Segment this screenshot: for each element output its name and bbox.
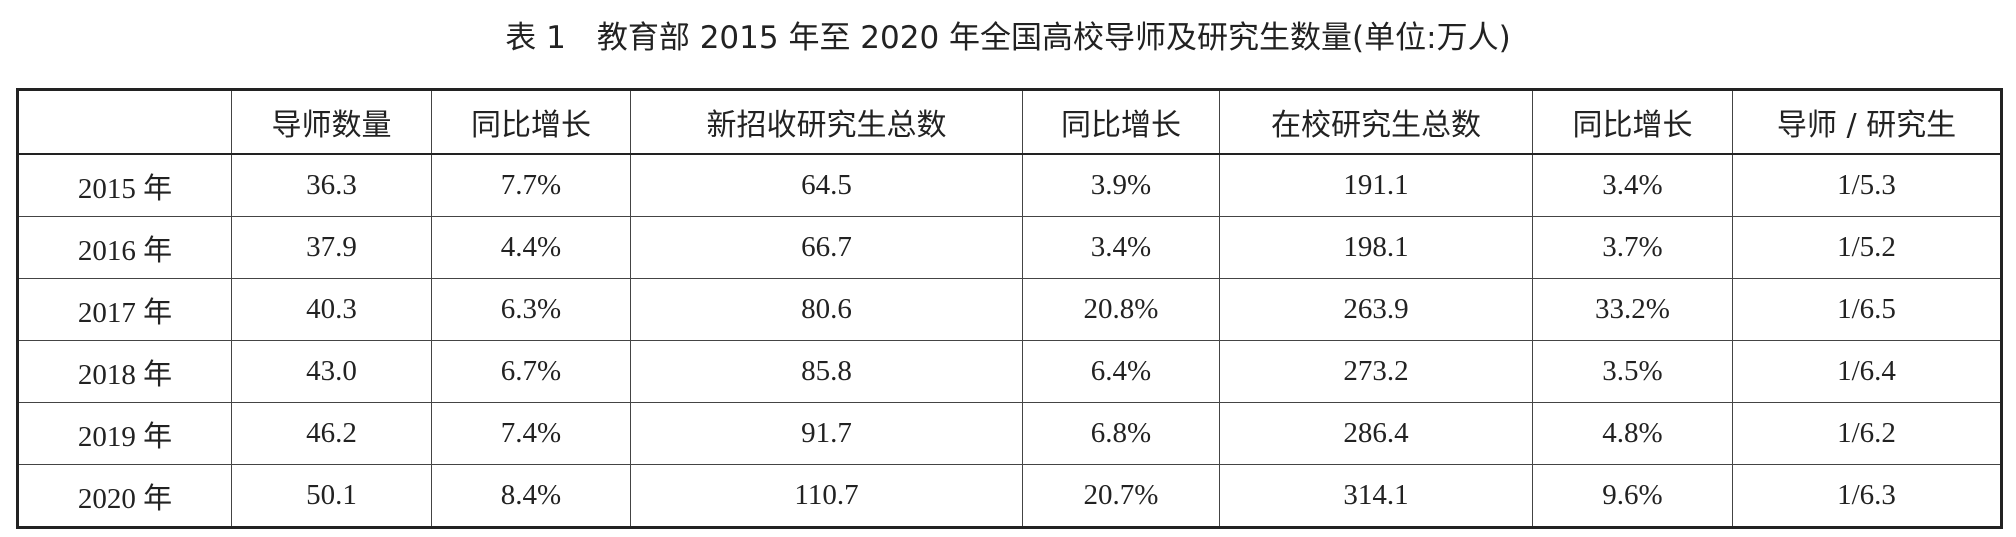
table-cell: 20.8% xyxy=(1022,278,1220,341)
table-cell: 6.8% xyxy=(1022,402,1220,465)
table-cell: 6.4% xyxy=(1022,340,1220,403)
header-cell: 同比增长 xyxy=(1022,89,1220,155)
table-row: 2018 年 43.0 6.7% 85.8 6.4% 273.2 3.5% 1/6.4 xyxy=(17,340,2002,403)
table-cell: 198.1 xyxy=(1219,216,1533,279)
header-cell: 新招收研究生总数 xyxy=(630,89,1023,155)
table-cell: 4.4% xyxy=(431,216,631,279)
table-cell: 20.7% xyxy=(1022,464,1220,528)
table-cell: 1/6.3 xyxy=(1732,464,2002,528)
table-cell: 64.5 xyxy=(630,153,1023,217)
table-cell: 7.4% xyxy=(431,402,631,465)
table-cell: 3.5% xyxy=(1532,340,1733,403)
table-cell: 263.9 xyxy=(1219,278,1533,341)
header-cell: 同比增长 xyxy=(431,89,631,155)
table-cell: 91.7 xyxy=(630,402,1023,465)
table-cell: 3.4% xyxy=(1532,153,1733,217)
table-cell: 37.9 xyxy=(231,216,432,279)
table-cell: 1/5.3 xyxy=(1732,153,2002,217)
table-cell: 1/6.5 xyxy=(1732,278,2002,341)
table-cell: 43.0 xyxy=(231,340,432,403)
row-label: 2018 年 xyxy=(17,340,232,403)
table-cell: 3.9% xyxy=(1022,153,1220,217)
table-cell: 85.8 xyxy=(630,340,1023,403)
table-cell: 50.1 xyxy=(231,464,432,528)
header-cell: 在校研究生总数 xyxy=(1219,89,1533,155)
header-cell: 同比增长 xyxy=(1532,89,1733,155)
table-cell: 110.7 xyxy=(630,464,1023,528)
table-row: 2017 年 40.3 6.3% 80.6 20.8% 263.9 33.2% 1/6.5 xyxy=(17,278,2002,341)
table-cell: 273.2 xyxy=(1219,340,1533,403)
table-cell: 6.3% xyxy=(431,278,631,341)
table-cell: 46.2 xyxy=(231,402,432,465)
table-cell: 8.4% xyxy=(431,464,631,528)
header-row: 导师数量 同比增长 新招收研究生总数 同比增长 在校研究生总数 同比增长 导师 / 研究生 xyxy=(17,89,2002,155)
table-cell: 4.8% xyxy=(1532,402,1733,465)
row-label: 2019 年 xyxy=(17,402,232,465)
table-cell: 3.4% xyxy=(1022,216,1220,279)
table-cell: 1/6.4 xyxy=(1732,340,2002,403)
table-cell: 9.6% xyxy=(1532,464,1733,528)
table-cell: 314.1 xyxy=(1219,464,1533,528)
table-title: 表 1 教育部 2015 年至 2020 年全国高校导师及研究生数量(单位:万人… xyxy=(505,20,1511,56)
data-table: 导师数量 同比增长 新招收研究生总数 同比增长 在校研究生总数 同比增长 导师 / 研究生 … xyxy=(16,88,2003,529)
table-row: 2016 年 37.9 4.4% 66.7 3.4% 198.1 3.7% 1/5.2 xyxy=(17,216,2002,279)
table-row: 2019 年 46.2 7.4% 91.7 6.8% 286.4 4.8% 1/6.2 xyxy=(17,402,2002,465)
row-label: 2020 年 xyxy=(17,464,232,528)
table-cell: 1/5.2 xyxy=(1732,216,2002,279)
table-cell: 66.7 xyxy=(630,216,1023,279)
table-cell: 191.1 xyxy=(1219,153,1533,217)
table-cell: 7.7% xyxy=(431,153,631,217)
table-cell: 33.2% xyxy=(1532,278,1733,341)
table-cell: 40.3 xyxy=(231,278,432,341)
table-cell: 6.7% xyxy=(431,340,631,403)
row-label: 2015 年 xyxy=(17,153,232,217)
table-cell: 286.4 xyxy=(1219,402,1533,465)
header-cell: 导师 / 研究生 xyxy=(1732,89,2002,155)
header-cell: 导师数量 xyxy=(231,89,432,155)
table-cell: 1/6.2 xyxy=(1732,402,2002,465)
table-cell: 3.7% xyxy=(1532,216,1733,279)
corner-cell xyxy=(17,89,232,155)
row-label: 2017 年 xyxy=(17,278,232,341)
table-cell: 36.3 xyxy=(231,153,432,217)
table-row: 2020 年 50.1 8.4% 110.7 20.7% 314.1 9.6% 1/6.3 xyxy=(17,464,2002,528)
row-label: 2016 年 xyxy=(17,216,232,279)
table-cell: 80.6 xyxy=(630,278,1023,341)
table-row: 2015 年 36.3 7.7% 64.5 3.9% 191.1 3.4% 1/5.3 xyxy=(17,153,2002,217)
